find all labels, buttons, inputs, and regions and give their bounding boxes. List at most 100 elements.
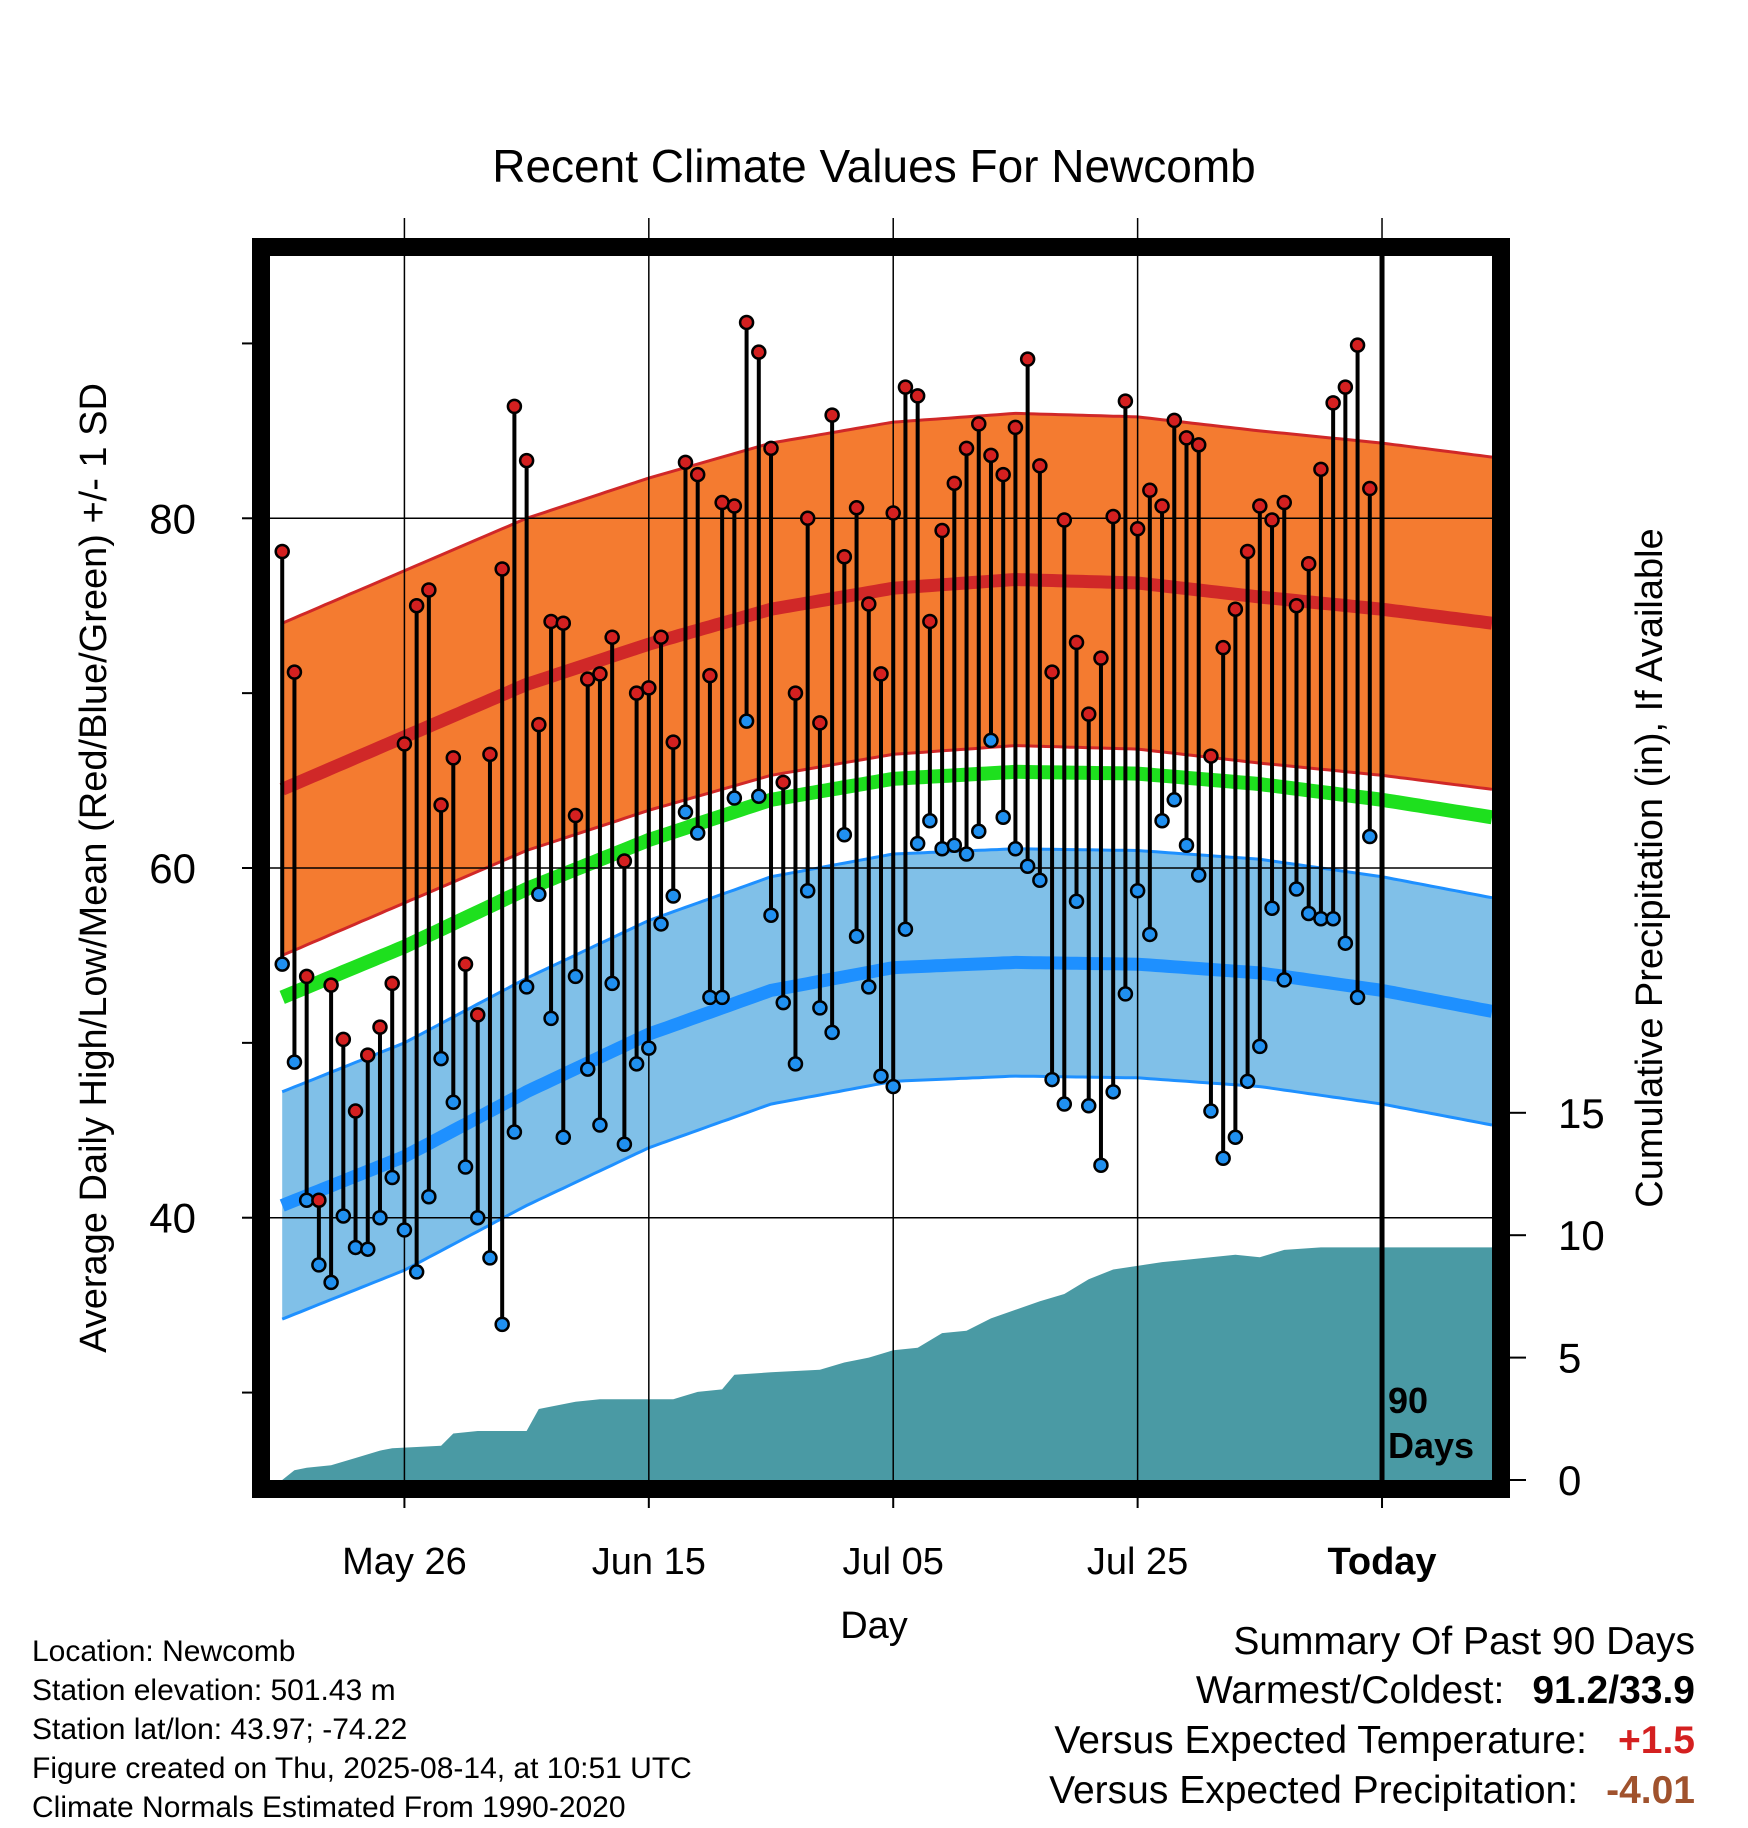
high-point-day-89 xyxy=(1362,480,1378,497)
low-point-day-72 xyxy=(1154,813,1170,829)
summary-precip-row: Versus Expected Precipitation: -4.01 xyxy=(1049,1766,1695,1816)
low-point-day-20 xyxy=(518,979,535,995)
high-point-day-86 xyxy=(1325,395,1341,411)
high-point-day-67 xyxy=(1093,650,1109,666)
y2-tick-label-5: 5 xyxy=(1558,1335,1581,1382)
plot-clip-group xyxy=(270,256,1494,1480)
low-point-day-77 xyxy=(1215,1150,1231,1167)
high-point-day-53 xyxy=(922,613,938,630)
low-point-day-5 xyxy=(335,1208,352,1224)
low-point-day-3 xyxy=(311,1257,327,1273)
high-point-day-6 xyxy=(347,1103,364,1119)
high-point-day-2 xyxy=(298,968,315,985)
climate-normals-note: Climate Normals Estimated From 1990-2020 xyxy=(32,1791,626,1824)
today-marker-label-days-number: 90 xyxy=(1388,1380,1428,1421)
temperature-stems xyxy=(274,314,1378,1333)
low-point-day-7 xyxy=(360,1241,376,1257)
low-point-day-82 xyxy=(1276,972,1293,988)
low-point-day-32 xyxy=(665,888,682,904)
low-point-day-19 xyxy=(506,1124,523,1140)
high-point-day-27 xyxy=(604,629,620,645)
high-point-day-13 xyxy=(433,797,449,813)
high-point-day-32 xyxy=(665,734,682,750)
low-point-day-66 xyxy=(1080,1098,1097,1114)
high-point-day-78 xyxy=(1227,601,1244,617)
today-marker-label-days-word: Days xyxy=(1388,1425,1474,1466)
low-band-upper-edge xyxy=(281,847,1493,1094)
station-elevation: Station elevation: 501.43 m xyxy=(32,1674,396,1707)
high-point-day-48 xyxy=(861,596,877,612)
high-point-day-70 xyxy=(1129,521,1146,537)
figure-created: Figure created on Thu, 2025-08-14, at 10… xyxy=(32,1752,692,1785)
y-tick-label-80: 80 xyxy=(149,495,196,542)
high-point-day-66 xyxy=(1080,706,1097,722)
high-point-day-56 xyxy=(958,440,975,457)
mean-normal-line xyxy=(279,764,1494,1004)
high-point-day-87 xyxy=(1337,379,1354,395)
high-band-lower-edge xyxy=(281,744,1493,957)
high-point-day-88 xyxy=(1349,337,1366,353)
y-tick-label-60: 60 xyxy=(149,845,196,892)
high-point-day-65 xyxy=(1068,634,1085,651)
low-point-day-68 xyxy=(1105,1084,1121,1100)
x-axis: May 26 Jun 15 Jul 05 Jul 25 Today xyxy=(342,1498,1437,1583)
plot-frame xyxy=(252,238,1510,1498)
low-point-day-76 xyxy=(1203,1103,1219,1119)
high-point-day-54 xyxy=(934,522,950,539)
chart-title: Recent Climate Values For Newcomb xyxy=(492,140,1256,192)
low-point-day-34 xyxy=(689,825,706,841)
high-point-day-17 xyxy=(482,746,498,763)
low-point-day-0 xyxy=(274,956,290,972)
x-tick-label-day-30: Jun 15 xyxy=(592,1541,706,1583)
temp-anomaly-value: +1.5 xyxy=(1618,1719,1695,1762)
low-point-day-10 xyxy=(396,1222,413,1238)
high-point-day-1 xyxy=(286,664,303,680)
low-point-day-9 xyxy=(384,1169,400,1186)
high-point-day-80 xyxy=(1252,498,1268,514)
x-tick-label-day-10: May 26 xyxy=(342,1541,467,1583)
high-point-day-5 xyxy=(335,1031,352,1048)
high-point-day-10 xyxy=(396,736,413,752)
high-point-day-28 xyxy=(616,853,633,869)
high-point-day-21 xyxy=(531,716,547,733)
high-band-group xyxy=(279,411,1493,957)
y-tick-label-40: 40 xyxy=(149,1195,196,1242)
low-point-day-33 xyxy=(677,804,694,820)
y-axis-right: 0 5 10 15 xyxy=(1510,1090,1605,1504)
low-point-day-24 xyxy=(567,968,584,985)
low-point-day-14 xyxy=(445,1094,462,1111)
high-point-day-20 xyxy=(518,452,535,469)
high-point-day-58 xyxy=(983,447,999,464)
low-point-day-31 xyxy=(653,916,669,932)
high-normal-line xyxy=(279,572,1493,796)
low-point-day-86 xyxy=(1325,910,1341,927)
low-point-day-15 xyxy=(457,1159,474,1175)
high-point-day-11 xyxy=(408,597,425,614)
high-point-day-76 xyxy=(1203,748,1219,764)
high-point-day-63 xyxy=(1044,664,1060,680)
high-point-day-75 xyxy=(1190,437,1207,453)
high-point-day-46 xyxy=(836,549,853,565)
high-point-day-19 xyxy=(506,398,523,415)
low-point-day-28 xyxy=(616,1136,633,1153)
low-point-day-29 xyxy=(628,1056,645,1072)
high-point-day-57 xyxy=(971,416,987,432)
y2-tick-label-15: 15 xyxy=(1558,1090,1605,1137)
high-point-day-23 xyxy=(555,615,572,631)
summary-warm-cold-row: Warmest/Coldest: 91.2/33.9 xyxy=(1049,1666,1695,1716)
low-point-day-79 xyxy=(1239,1073,1256,1090)
high-point-day-9 xyxy=(384,975,400,992)
high-point-day-71 xyxy=(1142,482,1158,499)
station-latlon: Station lat/lon: 43.97; -74.22 xyxy=(32,1713,408,1746)
high-point-day-62 xyxy=(1032,458,1048,474)
high-point-day-37 xyxy=(726,498,743,514)
low-point-day-26 xyxy=(592,1117,608,1133)
high-point-day-15 xyxy=(457,956,474,972)
low-point-day-18 xyxy=(494,1316,510,1333)
low-point-day-62 xyxy=(1032,872,1048,888)
low-point-day-58 xyxy=(983,732,999,749)
low-point-day-44 xyxy=(812,1000,828,1016)
low-point-day-78 xyxy=(1227,1129,1244,1146)
high-point-day-40 xyxy=(763,440,779,457)
